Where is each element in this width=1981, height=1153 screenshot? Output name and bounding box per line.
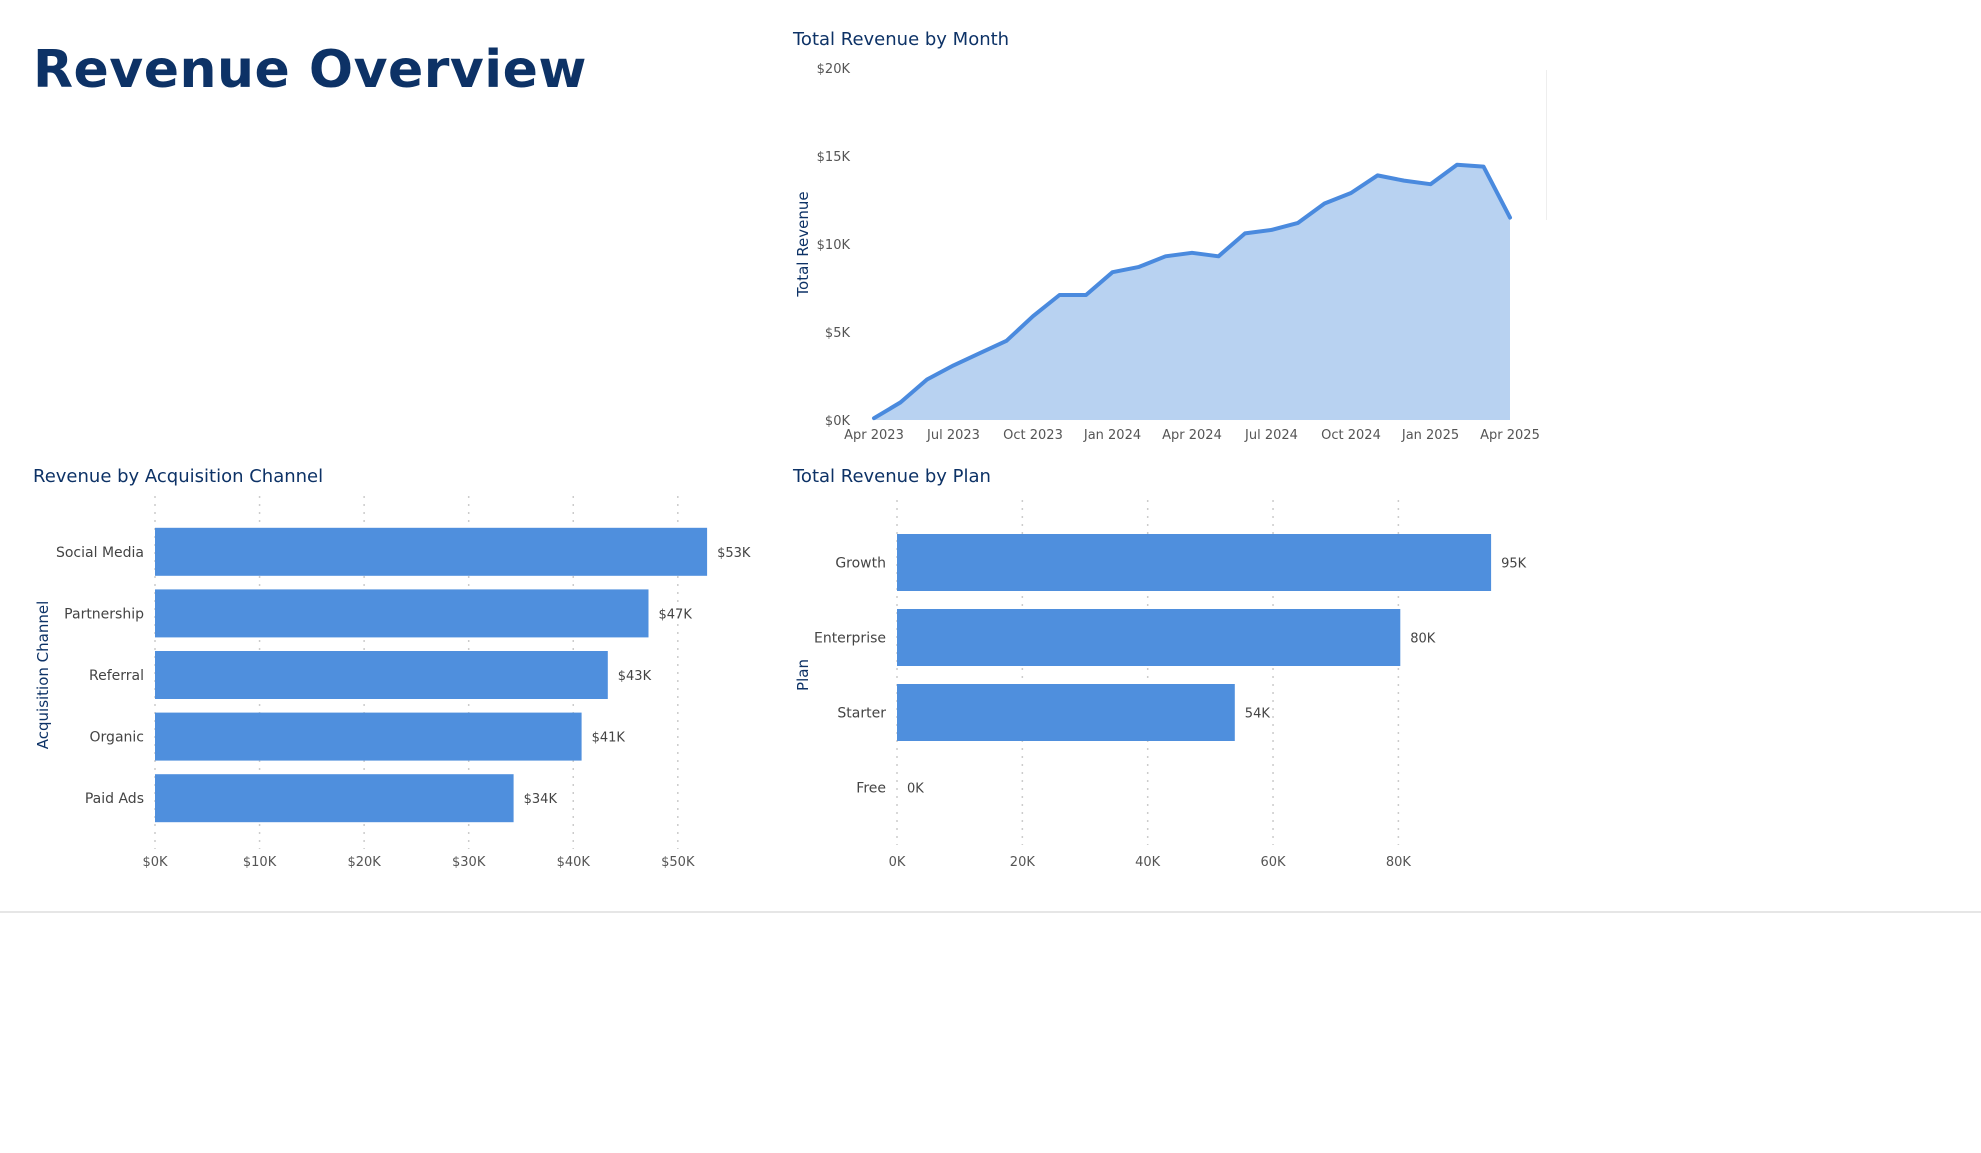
x-tick-label: 60K <box>1261 855 1287 870</box>
revenue-point <box>872 416 876 420</box>
value-label: 54K <box>1245 707 1271 722</box>
y-tick-label: $0K <box>825 414 851 429</box>
x-tick-label: 0K <box>889 855 906 870</box>
category-label: Enterprise <box>814 631 886 647</box>
y-tick-label: $15K <box>817 150 851 165</box>
revenue-point <box>1005 339 1009 343</box>
x-tick-label: $30K <box>452 855 486 870</box>
revenue-point <box>925 378 929 382</box>
x-tick-label: Apr 2023 <box>844 428 904 443</box>
plan-revenue-chart: 0K 20K 40K 60K 80K Growth 95K Enterprise 80K Star… <box>794 500 1527 870</box>
value-label: $41K <box>592 731 626 746</box>
x-tick-label: $10K <box>243 855 277 870</box>
x-tick-label: Apr 2024 <box>1162 428 1222 443</box>
revenue-point <box>1031 314 1035 318</box>
revenue-point <box>1296 221 1300 225</box>
revenue-point <box>1349 191 1353 195</box>
bar <box>155 527 708 576</box>
y-tick-label: $5K <box>825 326 851 341</box>
revenue-point <box>1376 173 1380 177</box>
x-tick-label: 20K <box>1010 855 1036 870</box>
revenue-point <box>1190 251 1194 255</box>
page-title: Revenue Overview <box>33 40 587 100</box>
value-label: $34K <box>524 792 558 807</box>
revenue-point <box>1217 254 1221 258</box>
x-tick-label: Jan 2025 <box>1401 428 1459 443</box>
channel-chart-title: Revenue by Acquisition Channel <box>33 466 324 487</box>
y-axis-title: Acquisition Channel <box>34 601 52 750</box>
x-tick-label: 40K <box>1135 855 1161 870</box>
plan-chart-title: Total Revenue by Plan <box>793 466 991 487</box>
category-label: Organic <box>90 730 144 746</box>
x-tick-label: Oct 2023 <box>1003 428 1063 443</box>
revenue-point <box>1111 270 1115 274</box>
revenue-point <box>1323 202 1327 206</box>
revenue-point <box>899 400 903 404</box>
bar <box>897 534 1492 591</box>
y-axis-title: Plan <box>794 659 812 691</box>
revenue-area <box>874 164 1510 420</box>
value-label: $43K <box>618 669 652 684</box>
value-label: $53K <box>717 546 751 561</box>
value-label: $47K <box>659 607 693 622</box>
revenue-point <box>1482 165 1486 169</box>
bar <box>155 774 514 823</box>
revenue-point <box>1084 293 1088 297</box>
bottom-divider <box>0 911 1981 913</box>
category-label: Starter <box>837 706 886 722</box>
revenue-point <box>1137 265 1141 269</box>
revenue-point <box>1243 231 1247 235</box>
category-label: Referral <box>89 668 144 684</box>
x-tick-label: 80K <box>1386 855 1412 870</box>
bar <box>897 684 1235 741</box>
monthly-chart-title: Total Revenue by Month <box>793 29 1010 50</box>
channel-revenue-chart: $0K $10K $20K $30K $40K $50K Social Media $53K P… <box>34 496 751 870</box>
category-label: Social Media <box>56 545 144 561</box>
x-tick-label: Jul 2023 <box>926 428 980 443</box>
value-label: 0K <box>907 782 924 797</box>
x-tick-label: Jan 2024 <box>1083 428 1141 443</box>
revenue-point <box>1508 216 1512 220</box>
monthly-revenue-chart: $0K $5K $10K $15K $20K Apr 2023 Jul 2023 Oct 20… <box>794 62 1540 443</box>
x-tick-label: $40K <box>557 855 591 870</box>
x-tick-label: $20K <box>347 855 381 870</box>
revenue-point <box>1402 179 1406 183</box>
charts-canvas: $0K $5K $10K $15K $20K Apr 2023 Jul 2023 Oct 20… <box>34 62 1540 870</box>
revenue-point <box>978 351 982 355</box>
value-label: 80K <box>1410 632 1436 647</box>
revenue-line <box>872 162 1512 421</box>
panel-edge <box>1546 70 1547 220</box>
category-label: Growth <box>835 556 886 572</box>
y-tick-label: $10K <box>817 238 851 253</box>
category-label: Paid Ads <box>85 791 144 807</box>
bar <box>155 712 582 761</box>
revenue-point <box>1164 254 1168 258</box>
bar <box>155 651 608 699</box>
x-tick-label: Apr 2025 <box>1480 428 1540 443</box>
category-label: Free <box>856 781 886 797</box>
x-tick-label: Oct 2024 <box>1321 428 1381 443</box>
revenue-point <box>1455 163 1459 167</box>
revenue-point <box>952 363 956 367</box>
y-tick-label: $20K <box>817 62 851 77</box>
bar <box>155 589 649 638</box>
y-axis-title: Total Revenue <box>794 191 812 297</box>
x-tick-label: Jul 2024 <box>1244 428 1298 443</box>
category-label: Partnership <box>64 606 144 622</box>
bar <box>897 609 1401 666</box>
revenue-point <box>1429 182 1433 186</box>
revenue-point <box>1058 293 1062 297</box>
x-tick-label: $0K <box>142 855 168 870</box>
x-tick-label: $50K <box>661 855 695 870</box>
revenue-point <box>1270 228 1274 232</box>
value-label: 95K <box>1501 557 1527 572</box>
